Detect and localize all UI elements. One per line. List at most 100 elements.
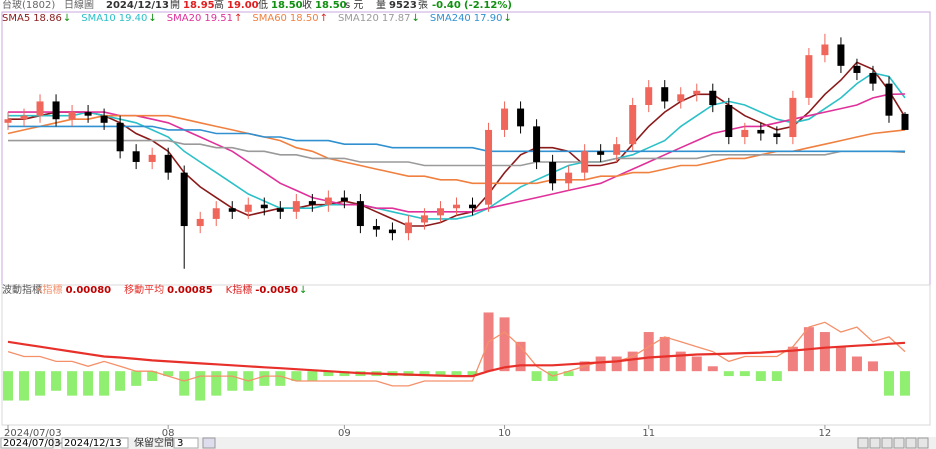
reset-button[interactable]: [905, 437, 917, 449]
ma-line: [8, 125, 905, 153]
stock-name: 台玻(1802): [2, 0, 55, 11]
low-label: 低: [258, 0, 268, 11]
ma-line: [8, 139, 906, 167]
volume-label: 量: [376, 0, 386, 11]
nav-buttons: [857, 437, 929, 449]
space-label: 保留空間: [134, 436, 174, 449]
histogram-bar: [275, 371, 286, 386]
candle-body: [36, 101, 44, 116]
histogram-bar: [147, 371, 158, 381]
legend-name: K指標: [36, 283, 63, 296]
candle-body: [725, 105, 733, 138]
start-input[interactable]: [0, 437, 54, 449]
candle-body: [565, 172, 573, 184]
right-button[interactable]: [893, 437, 905, 449]
end-date: 2024/12/13: [64, 438, 122, 449]
candle-body: [164, 154, 172, 173]
legend-value: 18.86: [33, 13, 62, 24]
legend-trend: ↓: [299, 285, 307, 296]
change: -0.40: [432, 0, 461, 11]
legend-name: SMA120: [338, 13, 379, 24]
ma-line: [7, 114, 906, 185]
legend-value: 17.87: [382, 13, 411, 24]
histogram-bar: [771, 371, 782, 381]
candle-body: [613, 144, 621, 155]
x-tick-label: 12: [819, 428, 832, 439]
histogram-bar: [163, 371, 174, 377]
histogram-bar: [451, 371, 462, 377]
candle-body: [773, 133, 781, 138]
high-label: 高: [214, 0, 224, 11]
candle-body: [597, 151, 605, 155]
histogram-bar: [707, 366, 718, 372]
candle-body: [4, 119, 12, 123]
candle-body: [661, 87, 669, 102]
candle-body: [757, 129, 765, 134]
high: 19.00: [227, 0, 259, 11]
histogram-bar: [883, 371, 894, 396]
histogram-bar: [723, 371, 734, 377]
candle-body: [340, 197, 348, 202]
legend-value: 0.00080: [66, 285, 112, 296]
candle-body: [84, 112, 92, 116]
candle-body: [260, 204, 268, 209]
apply-button[interactable]: [202, 437, 216, 449]
space-input[interactable]: [173, 437, 199, 449]
histogram-bar: [131, 371, 142, 386]
candle-body: [517, 108, 525, 127]
candle-body: [372, 226, 380, 230]
candle-body: [116, 122, 124, 152]
legend-value: 19.40: [119, 13, 148, 24]
left-button[interactable]: [881, 437, 893, 449]
date: 2024/12/13: [106, 0, 169, 11]
legend-value: 17.90: [474, 13, 503, 24]
volume: 9523: [389, 0, 417, 11]
candle-body: [853, 65, 861, 73]
histogram-bar: [115, 371, 126, 391]
histogram-bar: [851, 356, 862, 372]
histogram-bar: [3, 371, 13, 401]
volume-unit: 張: [418, 0, 428, 11]
legend-name: SMA20: [167, 13, 202, 24]
x-tick-label: 08: [162, 428, 175, 439]
candle-body: [180, 172, 188, 227]
histogram-bar: [739, 371, 750, 377]
legend-trend: ↓: [412, 13, 420, 24]
legend-value: 19.51: [204, 13, 233, 24]
close: 18.50: [315, 0, 347, 11]
tilde: ~: [55, 438, 63, 449]
space-value: 3: [177, 438, 183, 449]
histogram-bar: [643, 332, 654, 372]
unit: s 元: [345, 0, 363, 11]
candle-body: [420, 215, 428, 223]
candle-body: [52, 101, 60, 120]
histogram-bar: [291, 371, 302, 381]
chart-kind: 日線圖: [64, 0, 94, 11]
histogram-bar: [19, 371, 30, 401]
histogram-bar: [755, 371, 766, 381]
zoom-out-button[interactable]: [869, 437, 881, 449]
candle-body: [388, 229, 396, 234]
histogram-bar: [435, 371, 446, 377]
zoom-in-button[interactable]: [857, 437, 869, 449]
candle-body: [709, 90, 717, 105]
candle-body: [244, 204, 252, 212]
settings-button[interactable]: [917, 437, 929, 449]
legend-trend: ↑: [234, 13, 242, 24]
histogram-bar: [83, 371, 94, 396]
end-input[interactable]: [61, 437, 129, 449]
candle-body: [837, 44, 845, 66]
indicator-panel: [1, 284, 931, 426]
legend-name: SMA240: [430, 13, 471, 24]
candle-body: [132, 151, 140, 162]
histogram-bar: [211, 371, 222, 396]
candle-body: [469, 204, 477, 209]
histogram-bar: [195, 371, 206, 401]
indicator-line: [7, 321, 906, 387]
legend-name: K指標: [226, 283, 253, 296]
x-tick-label: 09: [338, 428, 351, 439]
histogram-bar: [675, 351, 686, 372]
histogram-bar: [339, 371, 350, 377]
histogram-bar: [323, 371, 334, 377]
candle-body: [292, 201, 300, 212]
